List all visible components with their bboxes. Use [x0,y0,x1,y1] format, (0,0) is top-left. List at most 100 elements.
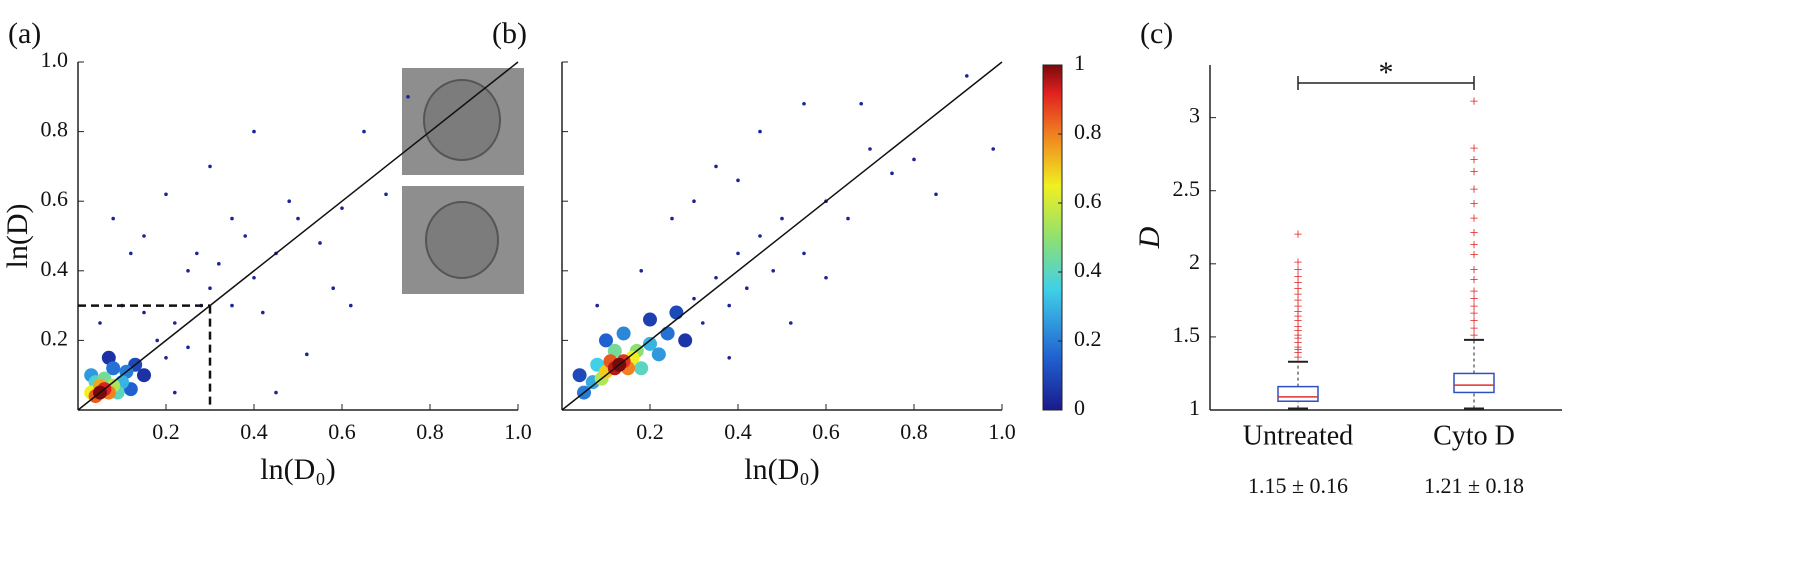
point [965,74,969,78]
y-tick-label: 0.2 [41,325,69,350]
point [859,101,863,106]
point [331,286,336,291]
panel-label: (a) [8,17,41,50]
point [736,251,740,256]
x-tick-label: 0.6 [812,419,840,444]
point [252,129,256,134]
point [727,356,731,360]
point [129,251,133,256]
x-tick-label: 0.2 [152,419,180,444]
outlier: + [1293,287,1302,304]
point [714,164,718,169]
point [824,275,828,280]
point [142,234,146,238]
colorbar [1042,64,1063,411]
outlier: + [1293,281,1302,298]
point [305,352,309,357]
outlier: + [1293,262,1302,279]
outlier: + [1469,237,1478,254]
outlier: + [1293,331,1302,348]
point [736,178,740,183]
point [758,234,762,238]
point [660,326,675,341]
point [296,216,300,221]
stat-label: 1.15 ± 0.16 [1248,473,1348,498]
point [208,286,212,291]
point [164,356,168,360]
y-tick-label: 1.5 [1173,322,1201,347]
y-axis-label: ln(D) [1,204,34,269]
outlier: + [1469,94,1478,111]
panel-label: (b) [492,17,527,50]
point [771,269,775,273]
point [406,95,410,99]
outlier: + [1469,291,1478,308]
outlier: + [1469,328,1478,345]
y-tick-label: 3 [1189,103,1200,128]
stat-label: 1.21 ± 0.18 [1424,473,1524,498]
outlier: + [1469,298,1478,315]
point [846,216,850,221]
cell [425,201,499,279]
outlier: + [1293,227,1302,244]
outlier: + [1293,269,1302,286]
x-tick-label: 0.4 [240,419,268,444]
x-tick-label: 0.2 [636,419,664,444]
point [651,347,666,362]
inset-images [402,68,524,294]
outlier: + [1293,345,1302,362]
point [274,390,278,395]
point [599,333,613,348]
outlier: + [1469,306,1478,323]
outlier: + [1293,328,1302,345]
point [155,338,159,343]
point [173,390,177,395]
point [692,296,696,301]
point [868,147,872,151]
point [195,251,199,256]
point [261,310,265,315]
outlier: + [1469,284,1478,301]
point [208,164,212,169]
outlier: + [1293,323,1302,340]
point [758,129,762,134]
outlier: + [1293,342,1302,359]
point [789,321,793,325]
point [186,269,190,273]
y-axis-label: D [1133,226,1166,249]
colorbar-tick-label: 0.4 [1074,257,1102,282]
point [727,303,731,308]
outlier: + [1293,309,1302,326]
colorbar-tick-label: 0.2 [1074,326,1102,351]
colorbar-tick-label: 0.6 [1074,188,1102,213]
point [572,368,587,383]
point [634,361,649,376]
point [934,192,938,197]
point [802,101,806,106]
colorbar-tick-label: 0 [1074,395,1085,420]
y-tick-label: 1.0 [41,47,69,72]
x-tick-label: 0.8 [900,419,928,444]
point [595,303,599,308]
point [98,321,102,325]
point [678,333,693,348]
y-tick-label: 0.8 [41,117,69,142]
y-tick-label: 2 [1189,249,1200,274]
identity-line [561,61,1003,411]
point [106,361,121,376]
outlier: + [1469,196,1478,213]
identity-line [77,61,519,411]
point [362,129,366,134]
colorbar-tick-label: 1 [1074,50,1085,75]
point [142,310,146,315]
x-tick-label: 1.0 [988,419,1016,444]
point [991,147,995,151]
point [186,345,190,350]
point [243,234,247,238]
point [137,368,151,383]
outlier: + [1469,181,1478,198]
point [639,269,643,273]
outlier: + [1469,320,1478,337]
